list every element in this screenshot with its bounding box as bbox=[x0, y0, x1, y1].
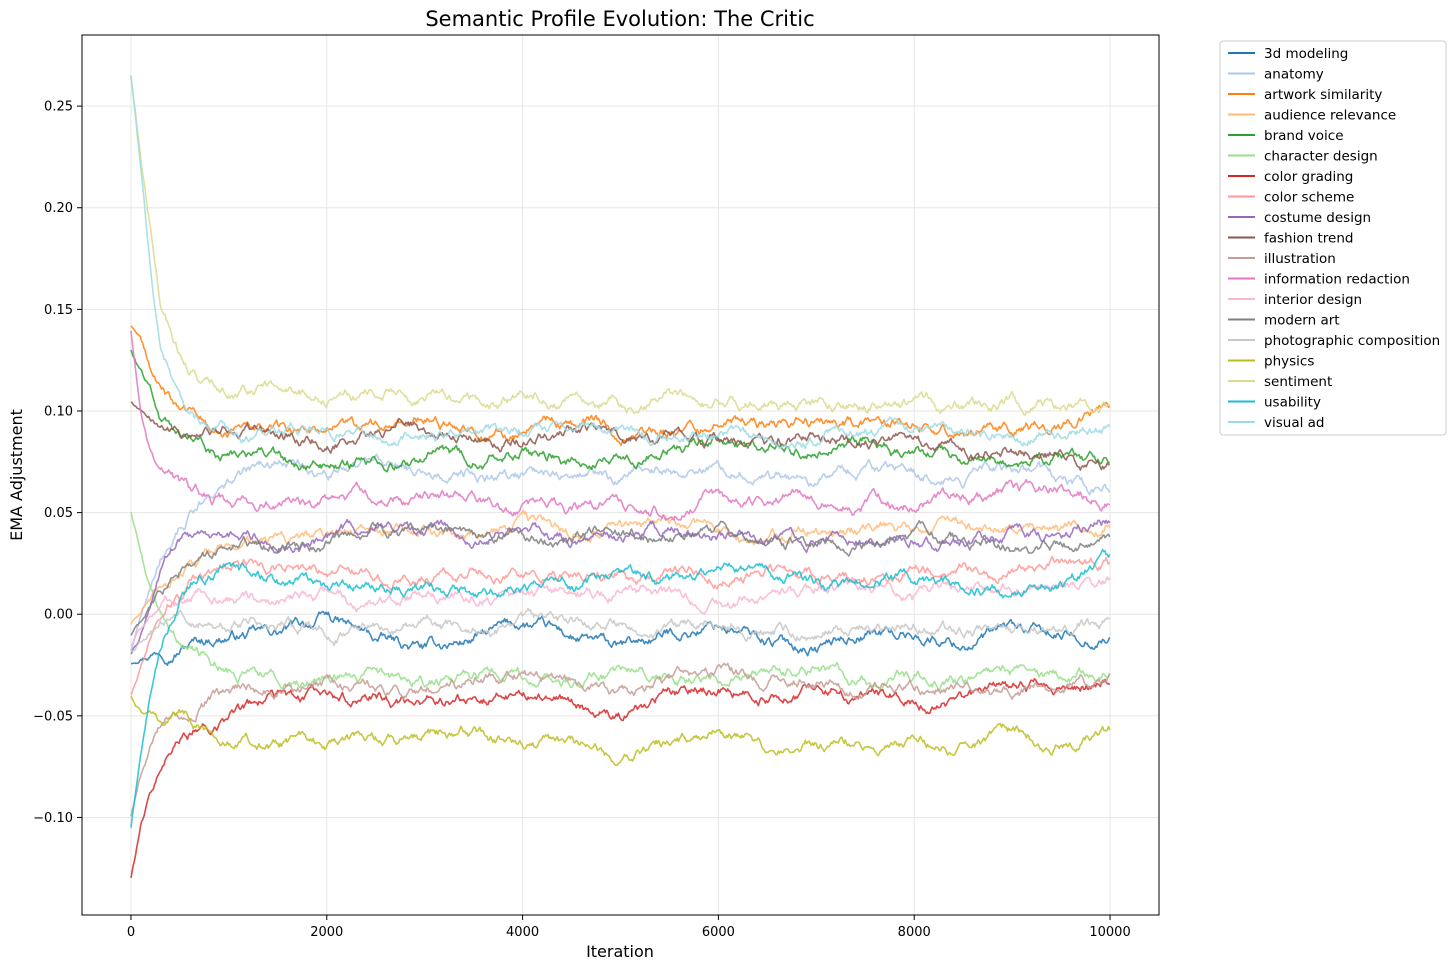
tick-layer: 0 2000 4000 6000 8000 10000 −0.10 −0.05 0.00 0.05… bbox=[33, 100, 1131, 940]
y-tick-label: 0.15 bbox=[44, 303, 73, 318]
legend-box bbox=[1219, 40, 1447, 436]
plot-frame bbox=[81, 34, 1160, 916]
series-line-information-redaction bbox=[130, 330, 1111, 521]
legend-entry: illustration bbox=[1228, 251, 1336, 267]
grid-layer bbox=[82, 35, 1159, 915]
x-tick-label: 10000 bbox=[1089, 925, 1130, 940]
legend-label: illustration bbox=[1264, 251, 1336, 267]
series-line-illustration bbox=[130, 662, 1111, 817]
legend-label: character design bbox=[1264, 149, 1378, 165]
legend-entry: modern art bbox=[1228, 313, 1340, 329]
y-tick-label: 0.20 bbox=[44, 201, 73, 216]
legend-entry: 3d modeling bbox=[1228, 46, 1348, 62]
legend-entry: usability bbox=[1228, 395, 1321, 411]
legend-label: anatomy bbox=[1264, 67, 1324, 83]
series-line-visual-ad bbox=[130, 75, 1111, 450]
series-line-costume-design bbox=[130, 518, 1111, 655]
x-tick-label: 4000 bbox=[506, 925, 539, 940]
legend-items: 3d modeling anatomy artwork similarity audi… bbox=[1228, 46, 1440, 431]
y-tick-label: −0.05 bbox=[33, 709, 73, 724]
chart-title: Semantic Profile Evolution: The Critic bbox=[425, 7, 814, 31]
legend-label: modern art bbox=[1264, 313, 1340, 329]
y-tick-label: 0.05 bbox=[44, 506, 73, 521]
legend-label: photographic composition bbox=[1264, 333, 1440, 349]
series-line-modern-art bbox=[130, 520, 1111, 636]
legend-entry: physics bbox=[1228, 354, 1314, 370]
legend-entry: audience relevance bbox=[1228, 108, 1396, 124]
series-line-brand-voice bbox=[130, 349, 1110, 473]
y-tick-label: −0.10 bbox=[33, 811, 73, 826]
legend-label: physics bbox=[1264, 354, 1314, 370]
legend-entry: anatomy bbox=[1228, 67, 1324, 83]
legend-entry: interior design bbox=[1228, 292, 1362, 308]
legend-label: sentiment bbox=[1264, 374, 1332, 390]
legend-entry: character design bbox=[1228, 149, 1378, 165]
legend-entry: visual ad bbox=[1228, 415, 1325, 431]
legend-label: fashion trend bbox=[1264, 231, 1353, 247]
y-axis-label: EMA Adjustment bbox=[7, 409, 26, 541]
legend-entry: brand voice bbox=[1228, 128, 1344, 144]
series-line-interior-design bbox=[130, 576, 1111, 647]
series-line-anatomy bbox=[130, 453, 1111, 652]
legend-label: artwork similarity bbox=[1264, 87, 1382, 103]
legend-entry: color grading bbox=[1228, 169, 1353, 185]
y-tick-label: 0.00 bbox=[44, 608, 73, 623]
series-line-physics bbox=[130, 695, 1111, 767]
legend-entry: photographic composition bbox=[1228, 333, 1440, 349]
legend-label: information redaction bbox=[1264, 272, 1410, 288]
legend-label: audience relevance bbox=[1264, 108, 1396, 124]
series-line-fashion-trend bbox=[130, 401, 1110, 471]
legend-entry: sentiment bbox=[1228, 374, 1332, 390]
legend-entry: costume design bbox=[1228, 210, 1371, 226]
series-line-usability bbox=[130, 548, 1111, 828]
legend-label: color grading bbox=[1264, 169, 1353, 185]
legend-entry: information redaction bbox=[1228, 272, 1410, 288]
x-tick-label: 6000 bbox=[702, 925, 735, 940]
series-line-character-design bbox=[130, 512, 1111, 692]
series-line-sentiment bbox=[130, 75, 1110, 416]
series-line-color-grading bbox=[130, 678, 1111, 879]
series-layer bbox=[130, 75, 1111, 879]
y-tick-label: 0.25 bbox=[44, 100, 73, 115]
legend: 3d modeling anatomy artwork similarity audi… bbox=[1219, 40, 1447, 436]
x-tick-label: 0 bbox=[127, 925, 135, 940]
legend-label: interior design bbox=[1264, 292, 1362, 308]
y-tick-label: 0.10 bbox=[44, 404, 73, 419]
legend-label: 3d modeling bbox=[1264, 46, 1348, 62]
legend-label: color scheme bbox=[1264, 190, 1354, 206]
series-line-audience-relevance bbox=[130, 509, 1111, 625]
legend-entry: fashion trend bbox=[1228, 231, 1353, 247]
series-line-3d-modeling bbox=[130, 610, 1111, 666]
series-line-photographic-composition bbox=[130, 607, 1111, 653]
legend-label: brand voice bbox=[1264, 128, 1344, 144]
legend-label: usability bbox=[1264, 395, 1321, 411]
legend-label: visual ad bbox=[1264, 415, 1325, 431]
x-axis-label: Iteration bbox=[586, 942, 654, 961]
x-tick-label: 8000 bbox=[898, 925, 931, 940]
legend-entry: color scheme bbox=[1228, 190, 1354, 206]
legend-label: costume design bbox=[1264, 210, 1371, 226]
x-tick-label: 2000 bbox=[310, 925, 343, 940]
legend-entry: artwork similarity bbox=[1228, 87, 1382, 103]
